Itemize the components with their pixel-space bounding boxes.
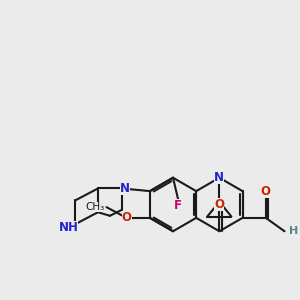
Text: F: F bbox=[174, 199, 182, 212]
Text: NH: NH bbox=[58, 220, 78, 234]
Text: N: N bbox=[214, 171, 224, 184]
Text: O: O bbox=[261, 185, 271, 198]
Text: N: N bbox=[120, 182, 130, 195]
Text: CH₃: CH₃ bbox=[85, 202, 104, 212]
Text: O: O bbox=[122, 212, 132, 224]
Text: O: O bbox=[214, 198, 224, 211]
Text: H: H bbox=[289, 226, 298, 236]
